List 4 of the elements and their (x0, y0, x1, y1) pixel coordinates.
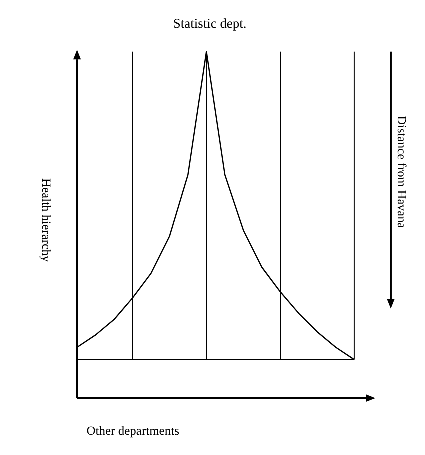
text: Other departments (86, 424, 180, 438)
y-axis-title: Health hierarchy (40, 178, 54, 263)
chart-title: Statistic dept. (173, 16, 247, 31)
text: Distance from Havana (394, 116, 409, 229)
